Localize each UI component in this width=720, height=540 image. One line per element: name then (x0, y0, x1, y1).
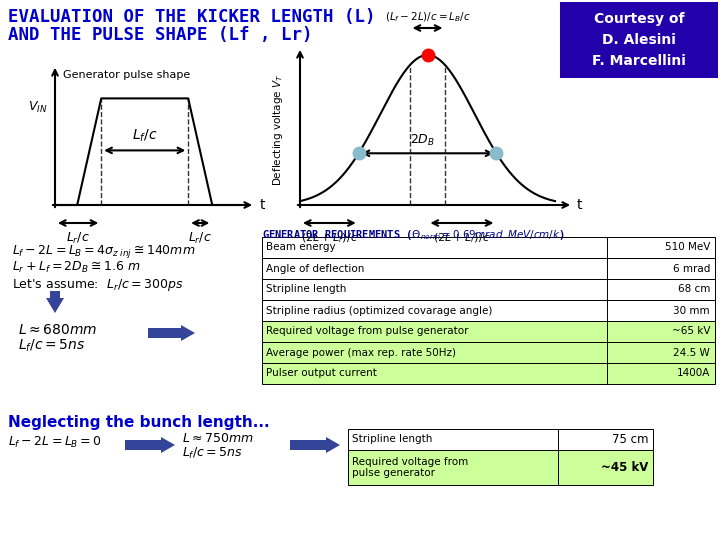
Text: 30 mm: 30 mm (673, 306, 710, 315)
Text: $(2L+L_r)/c$: $(2L+L_r)/c$ (301, 231, 358, 245)
Text: t: t (260, 198, 266, 212)
Text: $L_f - 2L=L_B=0$: $L_f - 2L=L_B=0$ (8, 435, 102, 450)
Text: 68 cm: 68 cm (678, 285, 710, 294)
Text: t: t (577, 198, 582, 212)
Text: Generator pulse shape: Generator pulse shape (63, 70, 190, 80)
Text: Required voltage from
pulse generator: Required voltage from pulse generator (352, 457, 468, 478)
Text: Stripline length: Stripline length (352, 435, 433, 444)
Polygon shape (161, 437, 175, 453)
Text: Let's assume:  $L_r/c=300ps$: Let's assume: $L_r/c=300ps$ (12, 277, 184, 293)
Bar (262, 279, 715, 300)
Text: Beam energy: Beam energy (266, 242, 336, 253)
Text: 75 cm: 75 cm (611, 433, 648, 446)
Text: $L_f/c = 5ns$: $L_f/c = 5ns$ (18, 338, 86, 354)
Text: ~65 kV: ~65 kV (672, 327, 710, 336)
Text: $(2L+L_r)/c$: $(2L+L_r)/c$ (433, 231, 490, 245)
Text: Pulser output current: Pulser output current (266, 368, 377, 379)
Text: EVALUATION OF THE KICKER LENGTH (L): EVALUATION OF THE KICKER LENGTH (L) (8, 8, 376, 26)
Text: 6 mrad: 6 mrad (672, 264, 710, 273)
Text: $L \approx 750mm$: $L \approx 750mm$ (182, 432, 253, 445)
Bar (262, 237, 715, 258)
Polygon shape (46, 298, 64, 313)
Text: $L_f/c$: $L_f/c$ (132, 128, 158, 144)
Bar (125, 440, 161, 450)
Text: Stripline radius (optimized covarage angle): Stripline radius (optimized covarage ang… (266, 306, 492, 315)
Bar (560, 2, 718, 78)
Bar (348, 450, 653, 485)
Bar (262, 342, 715, 363)
Bar (262, 300, 715, 321)
Text: Average power (max rep. rate 50Hz): Average power (max rep. rate 50Hz) (266, 348, 456, 357)
Text: $L \approx 680mm$: $L \approx 680mm$ (18, 323, 97, 337)
Text: Stripline length: Stripline length (266, 285, 346, 294)
Polygon shape (326, 437, 340, 453)
Bar (348, 429, 653, 450)
Bar (262, 321, 715, 342)
Bar (290, 440, 326, 450)
Text: GENERATOR REQUIREMENTS ($\Theta_{norm}=0.69mrad.MeV/cm/k$): GENERATOR REQUIREMENTS ($\Theta_{norm}=0… (262, 228, 564, 242)
Bar (262, 363, 715, 384)
Text: $L_f/c = 5ns$: $L_f/c = 5ns$ (182, 446, 243, 461)
Polygon shape (181, 325, 195, 341)
Text: Neglecting the bunch length...: Neglecting the bunch length... (8, 415, 269, 430)
Text: $L_r+L_f=2D_B \cong 1.6\ m$: $L_r+L_f=2D_B \cong 1.6\ m$ (12, 260, 140, 275)
Text: 510 MeV: 510 MeV (665, 242, 710, 253)
Text: ~45 kV: ~45 kV (600, 461, 648, 474)
Bar (148, 328, 181, 338)
Bar (262, 258, 715, 279)
Text: $L_r/c$: $L_r/c$ (66, 231, 90, 246)
Text: $2D_B$: $2D_B$ (410, 133, 435, 148)
Text: $L_f - 2L=L_B = 4\sigma_{z\ inj}\cong 140mm$: $L_f - 2L=L_B = 4\sigma_{z\ inj}\cong 14… (12, 243, 195, 260)
Text: Deflecting voltage $V_T$: Deflecting voltage $V_T$ (271, 74, 285, 186)
Text: Angle of deflection: Angle of deflection (266, 264, 364, 273)
Bar (50, 291, 60, 298)
Text: $(L_f-2L)/c=L_B/c$: $(L_f-2L)/c=L_B/c$ (384, 10, 470, 24)
Text: 24.5 W: 24.5 W (673, 348, 710, 357)
Text: 1400A: 1400A (677, 368, 710, 379)
Text: Courtesy of
D. Alesini
F. Marcellini: Courtesy of D. Alesini F. Marcellini (592, 12, 686, 68)
Text: $V_{IN}$: $V_{IN}$ (27, 100, 47, 115)
Text: AND THE PULSE SHAPE (Lf , Lr): AND THE PULSE SHAPE (Lf , Lr) (8, 26, 312, 44)
Text: Required voltage from pulse generator: Required voltage from pulse generator (266, 327, 469, 336)
Text: $L_r/c$: $L_r/c$ (189, 231, 212, 246)
